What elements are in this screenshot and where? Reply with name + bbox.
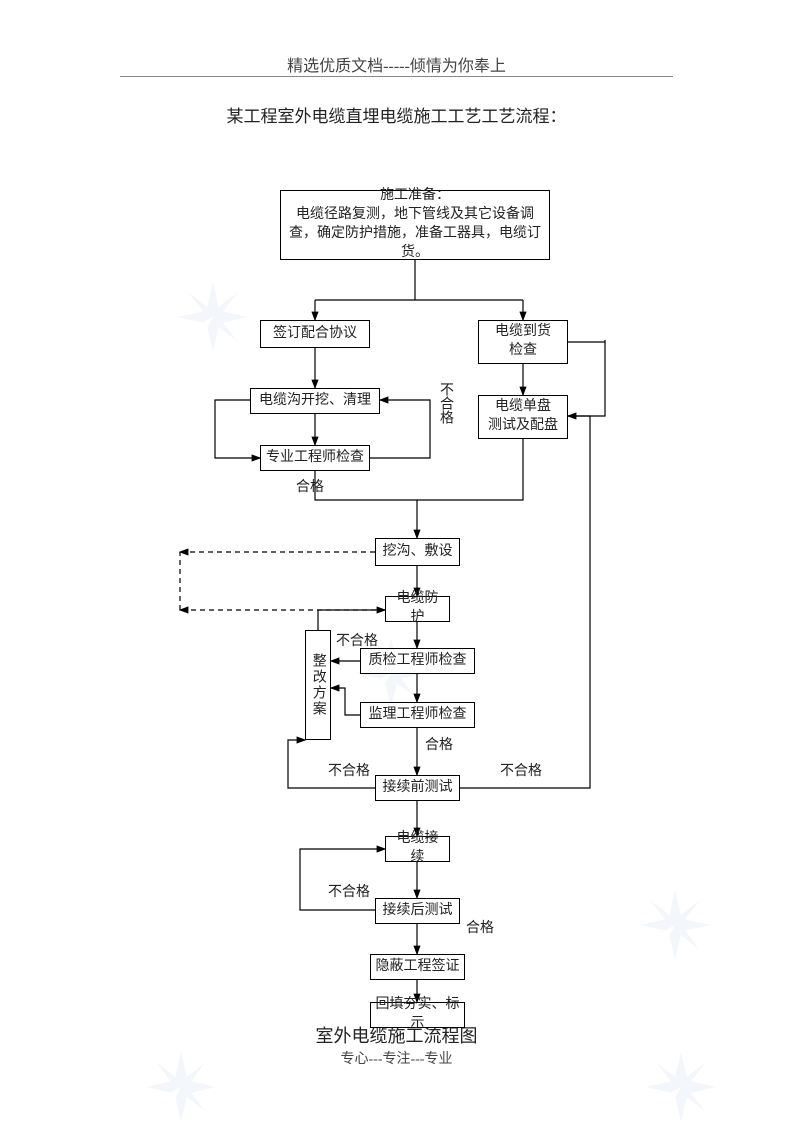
- flow-label-fail_pre_right: 不合格: [500, 760, 542, 780]
- flow-node-eng: 专业工程师检查: [260, 445, 370, 471]
- flow-node-posttest: 接续后测试: [375, 898, 460, 924]
- flow-node-agree: 签订配合协议: [260, 320, 370, 348]
- flow-label-pass_sup: 合格: [425, 734, 453, 754]
- flow-label-fail_pre_left: 不合格: [328, 760, 370, 780]
- flow-node-rect: 整改方案: [305, 630, 331, 740]
- flow-node-sign: 隐蔽工程签证: [370, 954, 465, 980]
- page-title: 某工程室外电缆直埋电缆施工工艺工艺流程：: [0, 102, 793, 127]
- flow-node-single: 电缆单盘测试及配盘: [478, 395, 568, 439]
- flow-label-pass1: 合格: [296, 476, 324, 496]
- flow-label-pass_post: 合格: [466, 917, 494, 937]
- flow-node-dig: 电缆沟开挖、清理: [250, 388, 380, 414]
- flow-node-pretest: 接续前测试: [375, 775, 460, 801]
- header-underline: [120, 76, 673, 77]
- flow-node-arrive: 电缆到货检查: [478, 320, 568, 364]
- flow-node-back: 回填夯实、标示: [370, 1002, 465, 1028]
- page-header: 精选优质文档-----倾情为你奉上: [120, 52, 673, 76]
- flow-node-splice: 电缆接续: [385, 836, 450, 862]
- flow-node-protect: 电缆防护: [385, 596, 450, 622]
- flow-node-sup: 监理工程师检查: [360, 702, 475, 728]
- flow-node-qc: 质检工程师检查: [360, 648, 475, 674]
- flow-node-lay: 挖沟、敷设: [375, 538, 460, 566]
- flow-label-fail_qc: 不合格: [336, 630, 378, 650]
- flow-label-fail1: 不合格: [435, 382, 455, 424]
- flow-node-prep: 施工准备：电缆径路复测，地下管线及其它设备调查，确定防护措施，准备工器具，电缆订…: [280, 190, 550, 260]
- page-footer: 专心---专注---专业: [0, 1048, 793, 1068]
- flow-label-fail_post: 不合格: [328, 881, 370, 901]
